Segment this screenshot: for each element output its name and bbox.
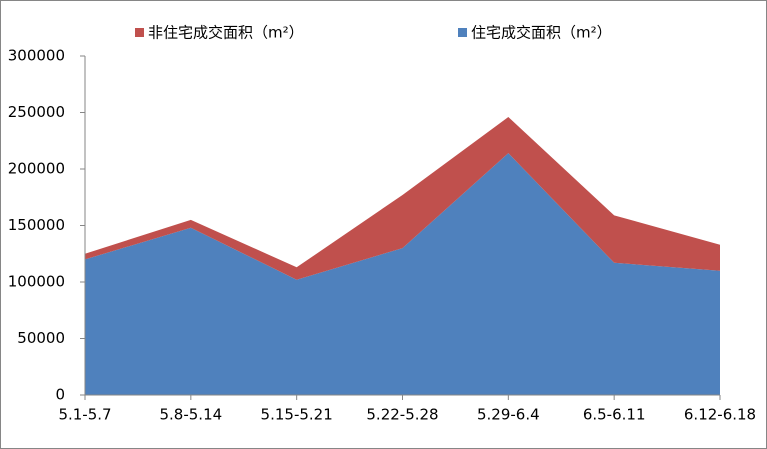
x-tick-label: 5.29-6.4 [477, 406, 540, 424]
x-tick-label: 5.15-5.21 [261, 406, 333, 424]
x-tick-label: 6.5-6.11 [583, 406, 646, 424]
y-tick-label: 0 [55, 386, 65, 404]
x-tick-label: 5.8-5.14 [159, 406, 222, 424]
y-tick-label: 300000 [8, 47, 65, 65]
y-tick-label: 200000 [8, 160, 65, 178]
y-tick-label: 50000 [17, 329, 65, 347]
y-tick-label: 100000 [8, 273, 65, 291]
x-tick-label: 5.22-5.28 [366, 406, 438, 424]
legend-label: 住宅成交面积（m²） [471, 24, 612, 42]
area [85, 153, 720, 395]
legend-swatch [458, 28, 467, 37]
y-tick-label: 250000 [8, 103, 65, 121]
legend-label: 非住宅成交面积（m²） [148, 24, 304, 42]
x-tick-label: 5.1-5.7 [58, 406, 111, 424]
x-tick-label: 6.12-6.18 [684, 406, 756, 424]
legend-swatch [135, 28, 144, 37]
area [85, 117, 720, 280]
y-tick-label: 150000 [8, 216, 65, 234]
